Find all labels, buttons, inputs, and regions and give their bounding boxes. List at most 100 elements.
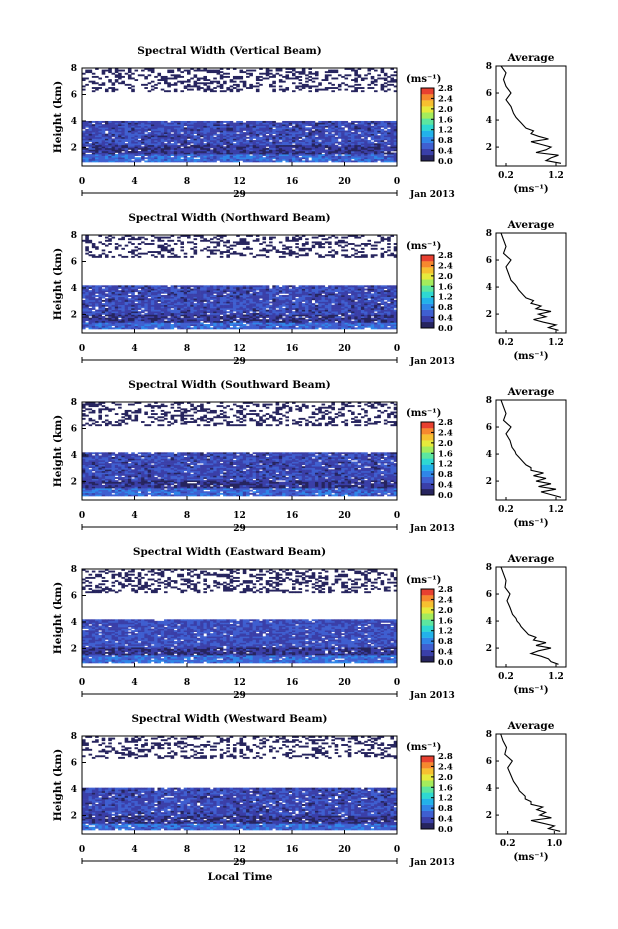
heatmap-cell <box>141 316 145 318</box>
heatmap-cell <box>137 150 142 153</box>
heatmap-cell <box>351 311 355 314</box>
heatmap-cell <box>275 152 280 155</box>
heatmap-cell <box>246 158 250 161</box>
heatmap-cell <box>321 88 326 91</box>
heatmap-cell <box>242 71 247 74</box>
heatmap-cell <box>272 157 276 160</box>
heatmap-cell <box>311 125 316 128</box>
heatmap-cell <box>341 306 345 309</box>
heatmap-cell <box>137 306 142 309</box>
heatmap-cell <box>98 325 102 328</box>
heatmap-cell <box>190 124 194 127</box>
heatmap-cell <box>101 311 106 314</box>
heatmap-cell <box>298 79 303 82</box>
heatmap-cell <box>265 74 270 77</box>
heatmap-cell <box>292 68 296 70</box>
heatmap-cell <box>337 83 342 86</box>
heatmap-cell <box>209 160 214 163</box>
heatmap-cell <box>246 325 250 328</box>
heatmap-cell <box>246 124 250 127</box>
heatmap-cell <box>285 150 290 153</box>
heatmap-cell <box>311 140 316 142</box>
heatmap-cell <box>219 146 224 149</box>
heatmap-cell <box>249 87 253 89</box>
heatmap-cell <box>272 74 276 77</box>
heatmap-cell <box>275 319 280 322</box>
heatmap-cell <box>173 83 178 86</box>
heatmap-cell <box>259 120 263 123</box>
heatmap-cell <box>200 155 204 158</box>
heatmap-cell <box>200 325 204 328</box>
heatmap-cell <box>154 155 158 158</box>
heatmap-cell <box>141 122 145 125</box>
heatmap-cell <box>121 132 125 134</box>
heatmap-cell <box>265 157 270 160</box>
heatmap-cell <box>292 125 296 128</box>
panel-title: Spectral Width (Vertical Beam) <box>137 45 321 57</box>
heatmap-cell <box>265 136 270 139</box>
heatmap-cell <box>357 309 362 312</box>
heatmap-cell <box>144 122 148 125</box>
heatmap-cell <box>393 122 398 125</box>
heatmap-cell <box>292 138 296 141</box>
heatmap-cell <box>383 312 388 315</box>
heatmap-cell <box>351 309 355 312</box>
heatmap-cell <box>360 324 365 327</box>
heatmap-cell <box>334 147 339 150</box>
heatmap-cell <box>380 160 385 163</box>
heatmap-cell <box>354 136 358 139</box>
heatmap-cell <box>232 157 237 160</box>
heatmap-cell <box>360 132 365 134</box>
heatmap-cell <box>236 322 240 325</box>
heatmap-cell <box>295 141 299 144</box>
heatmap-cell <box>216 324 221 327</box>
heatmap-cell <box>265 128 270 131</box>
heatmap-cell <box>193 82 198 85</box>
heatmap-cell <box>101 132 106 134</box>
heatmap-cell <box>121 327 125 330</box>
heatmap-cell <box>305 120 309 123</box>
heatmap-cell <box>95 143 99 146</box>
heatmap-cell <box>157 316 162 318</box>
heatmap-cell <box>367 87 372 89</box>
heatmap-cell <box>141 320 145 323</box>
heatmap-cell <box>108 128 112 131</box>
heatmap-cell <box>288 147 293 150</box>
heatmap-cell <box>249 147 253 150</box>
heatmap-cell <box>232 83 237 86</box>
heatmap-cell <box>314 77 319 80</box>
heatmap-cell <box>177 309 181 312</box>
heatmap-cell <box>187 133 191 136</box>
heatmap-cell <box>377 152 381 155</box>
heatmap-cell <box>255 88 260 91</box>
heatmap-cell <box>259 150 263 153</box>
heatmap-cell <box>223 124 227 127</box>
heatmap-cell <box>223 160 227 163</box>
heatmap-cell <box>275 133 280 136</box>
heatmap-cell <box>144 304 148 307</box>
heatmap-cell <box>85 324 89 327</box>
heatmap-cell <box>88 317 93 320</box>
heatmap-cell <box>292 154 296 156</box>
heatmap-cell <box>160 122 165 125</box>
heatmap-cell <box>137 304 142 307</box>
heatmap-cell <box>213 158 217 161</box>
heatmap-cell <box>357 306 362 309</box>
heatmap-cell <box>200 319 204 322</box>
heatmap-cell <box>255 158 260 161</box>
heatmap-cell <box>137 154 142 156</box>
heatmap-cell <box>331 77 335 80</box>
heatmap-cell <box>314 146 319 149</box>
heatmap-cell <box>249 317 253 320</box>
heatmap-cell <box>318 307 322 310</box>
heatmap-cell <box>154 304 158 307</box>
heatmap-cell <box>95 149 99 152</box>
heatmap-cell <box>308 307 312 310</box>
heatmap-cell <box>137 152 142 155</box>
heatmap-cell <box>118 150 122 153</box>
heatmap-cell <box>219 87 224 89</box>
heatmap-cell <box>82 130 86 133</box>
heatmap-cell <box>288 324 293 327</box>
heatmap-cell <box>360 124 365 127</box>
heatmap-cell <box>242 319 247 322</box>
